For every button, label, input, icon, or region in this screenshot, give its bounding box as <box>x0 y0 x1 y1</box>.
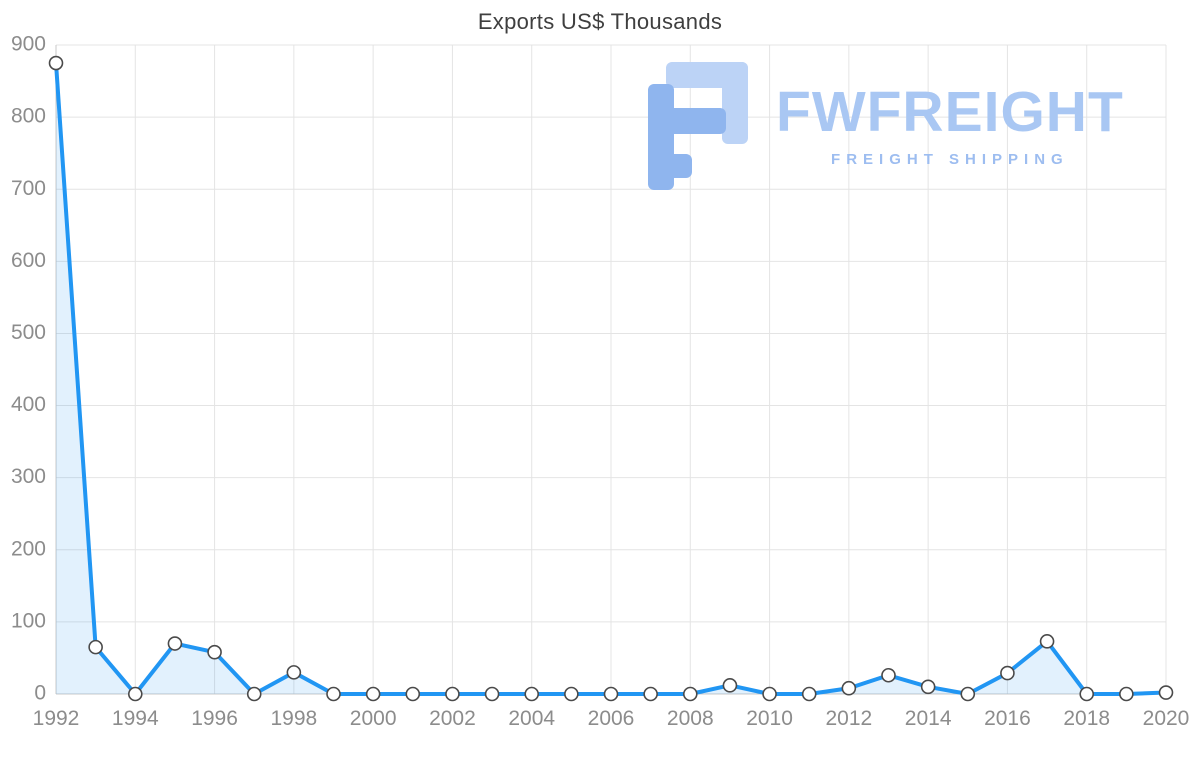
data-point-2009[interactable] <box>722 678 738 693</box>
x-tick-label: 2004 <box>508 707 555 730</box>
data-point-2016[interactable] <box>1000 665 1015 681</box>
x-tick-label: 2002 <box>429 707 476 730</box>
x-tick-label: 1998 <box>270 707 317 730</box>
watermark-brand-text: FWFREIGHT <box>776 80 1124 144</box>
data-point-2015[interactable] <box>960 686 976 702</box>
data-point-2005[interactable] <box>564 686 579 702</box>
x-axis-labels: 1992 1994 1996 1998 2000 2002 2004 2006 2008 2010… <box>33 707 1190 730</box>
data-point-2019[interactable] <box>1119 686 1134 702</box>
x-tick-label: 2010 <box>746 707 793 730</box>
data-point-2011[interactable] <box>801 686 817 702</box>
x-tick-label: 2018 <box>1063 707 1110 730</box>
watermark-tagline-text: FREIGHT SHIPPING <box>831 151 1069 168</box>
x-tick-label: 2016 <box>984 707 1031 730</box>
chart-title: Exports US$ Thousands <box>477 9 723 34</box>
y-tick-label: 400 <box>11 393 46 416</box>
data-point-2000[interactable] <box>365 686 381 702</box>
y-tick-label: 0 <box>34 682 46 705</box>
x-tick-label: 2012 <box>825 707 872 730</box>
data-point-2013[interactable] <box>881 667 896 683</box>
data-point-1996[interactable] <box>207 644 222 660</box>
data-point-2001[interactable] <box>405 686 421 702</box>
fwfreight-logo-icon <box>648 62 748 190</box>
y-tick-label: 800 <box>11 105 46 128</box>
y-tick-label: 300 <box>11 465 46 488</box>
watermark-text-block: FWFREIGHT FREIGHT SHIPPING <box>776 80 1124 169</box>
data-point-2020[interactable] <box>1158 685 1174 700</box>
y-axis-labels: 0 100 200 300 400 500 600 700 800 900 <box>11 33 46 705</box>
data-point-2014[interactable] <box>920 679 936 695</box>
data-point-2012[interactable] <box>841 680 857 696</box>
data-point-2010[interactable] <box>762 686 777 702</box>
data-point-1993[interactable] <box>88 639 103 655</box>
x-tick-label: 1992 <box>33 707 80 730</box>
x-tick-label: 2014 <box>905 707 952 730</box>
x-tick-label: 2006 <box>588 707 635 730</box>
x-tick-label: 2020 <box>1143 707 1190 730</box>
data-points <box>48 55 1174 702</box>
data-point-1997[interactable] <box>246 686 262 702</box>
y-tick-label: 900 <box>11 33 46 56</box>
data-point-2003[interactable] <box>484 686 500 702</box>
y-tick-label: 200 <box>11 537 46 560</box>
data-point-2007[interactable] <box>643 686 658 702</box>
data-point-2018[interactable] <box>1079 686 1095 702</box>
data-point-2006[interactable] <box>603 686 619 702</box>
y-tick-label: 500 <box>11 321 46 344</box>
x-tick-label: 1996 <box>191 707 238 730</box>
data-point-1994[interactable] <box>127 686 143 702</box>
data-point-2017[interactable] <box>1039 634 1055 649</box>
y-tick-label: 100 <box>11 609 46 632</box>
x-tick-label: 2000 <box>350 707 397 730</box>
data-point-1999[interactable] <box>326 686 341 702</box>
y-tick-label: 700 <box>11 177 46 200</box>
fwfreight-watermark: FWFREIGHT FREIGHT SHIPPING <box>648 62 1124 190</box>
data-point-1992[interactable] <box>48 55 64 71</box>
data-point-2004[interactable] <box>524 686 540 702</box>
data-point-1998[interactable] <box>286 665 302 680</box>
data-point-1995[interactable] <box>167 636 183 651</box>
x-tick-label: 1994 <box>112 707 159 730</box>
data-point-2002[interactable] <box>445 686 460 702</box>
x-tick-label: 2008 <box>667 707 714 730</box>
y-tick-label: 600 <box>11 249 46 272</box>
data-point-2008[interactable] <box>682 686 698 702</box>
